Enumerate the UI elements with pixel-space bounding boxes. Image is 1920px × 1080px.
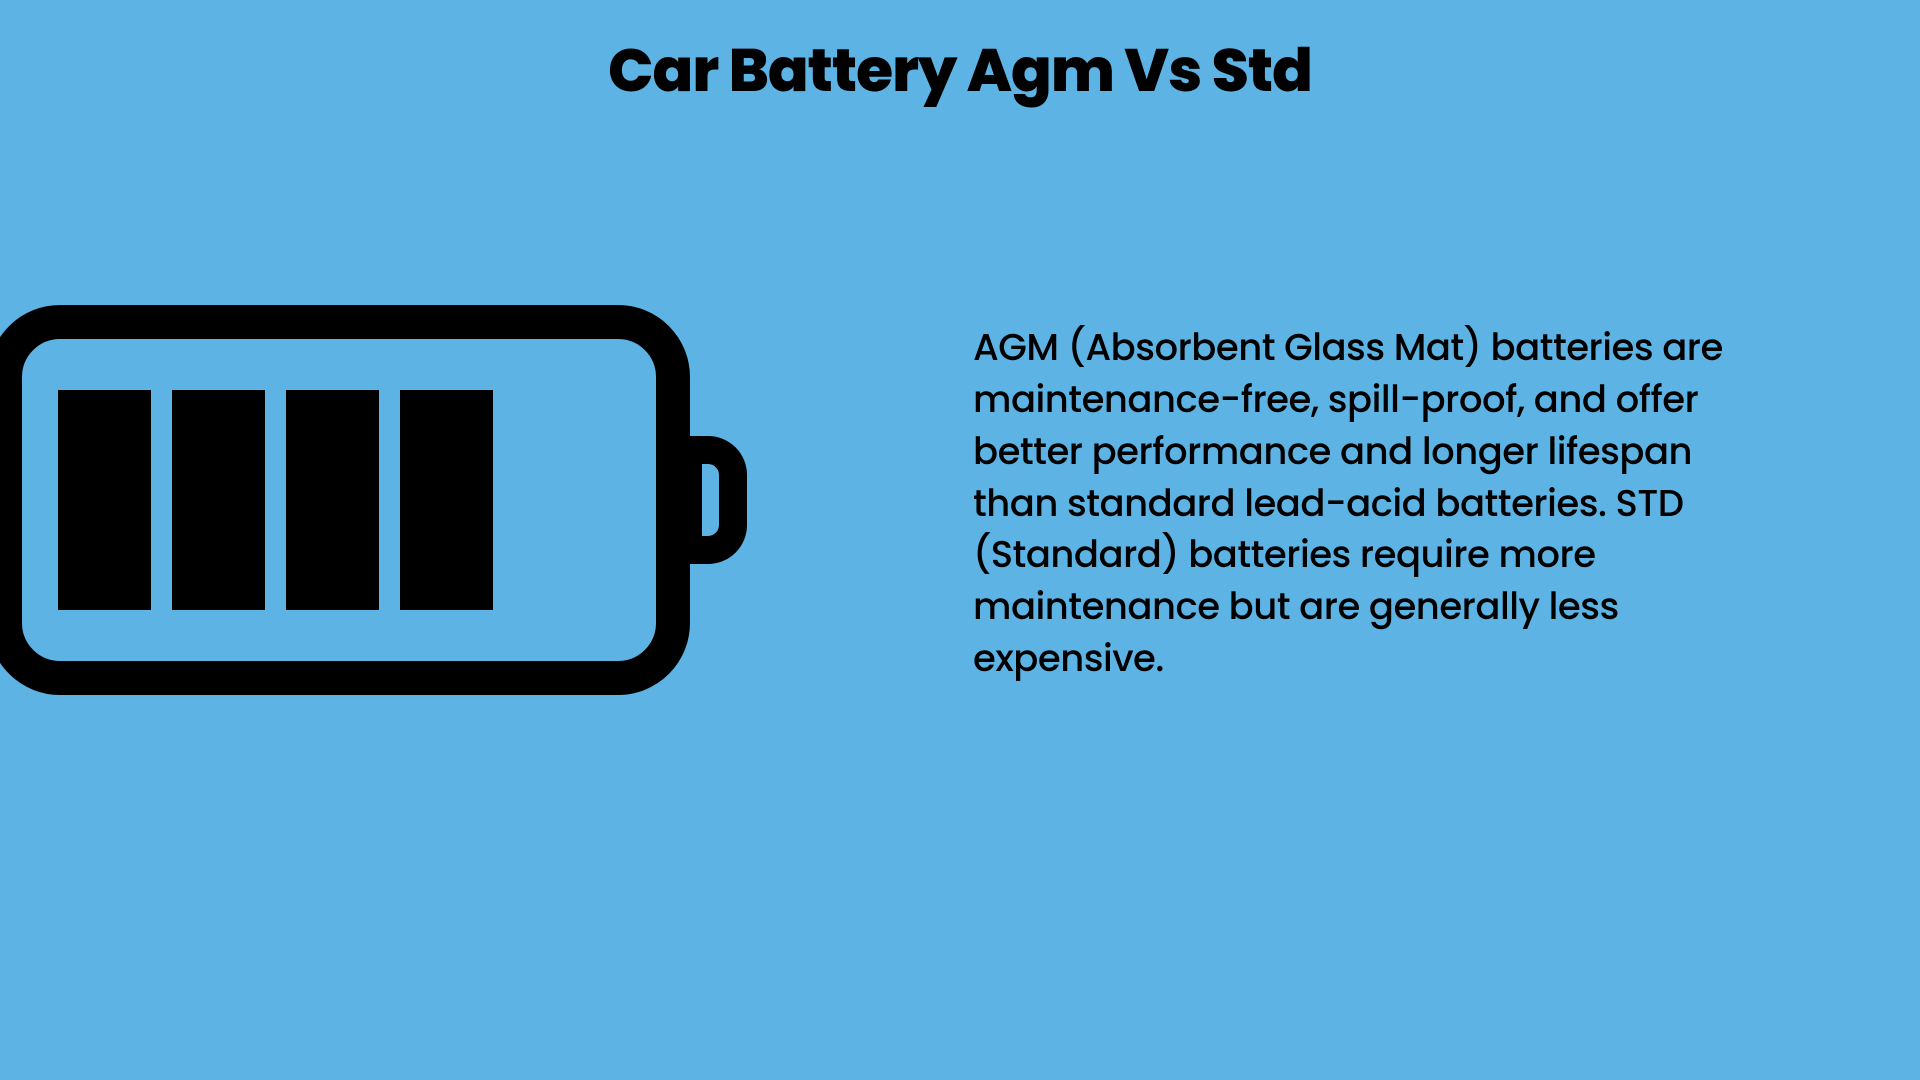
page-title: Car Battery Agm Vs Std <box>0 25 1920 115</box>
body-text-wrapper: AGM (Absorbent Glass Mat) batteries are … <box>973 322 1783 685</box>
content-row: AGM (Absorbent Glass Mat) batteries are … <box>0 305 1920 702</box>
infographic-container: Car Battery Agm Vs Std AGM (Absorbent Gl… <box>0 0 1920 1080</box>
battery-icon <box>0 305 753 695</box>
body-text: AGM (Absorbent Glass Mat) batteries are … <box>973 322 1783 685</box>
battery-icon-wrapper <box>0 305 753 702</box>
